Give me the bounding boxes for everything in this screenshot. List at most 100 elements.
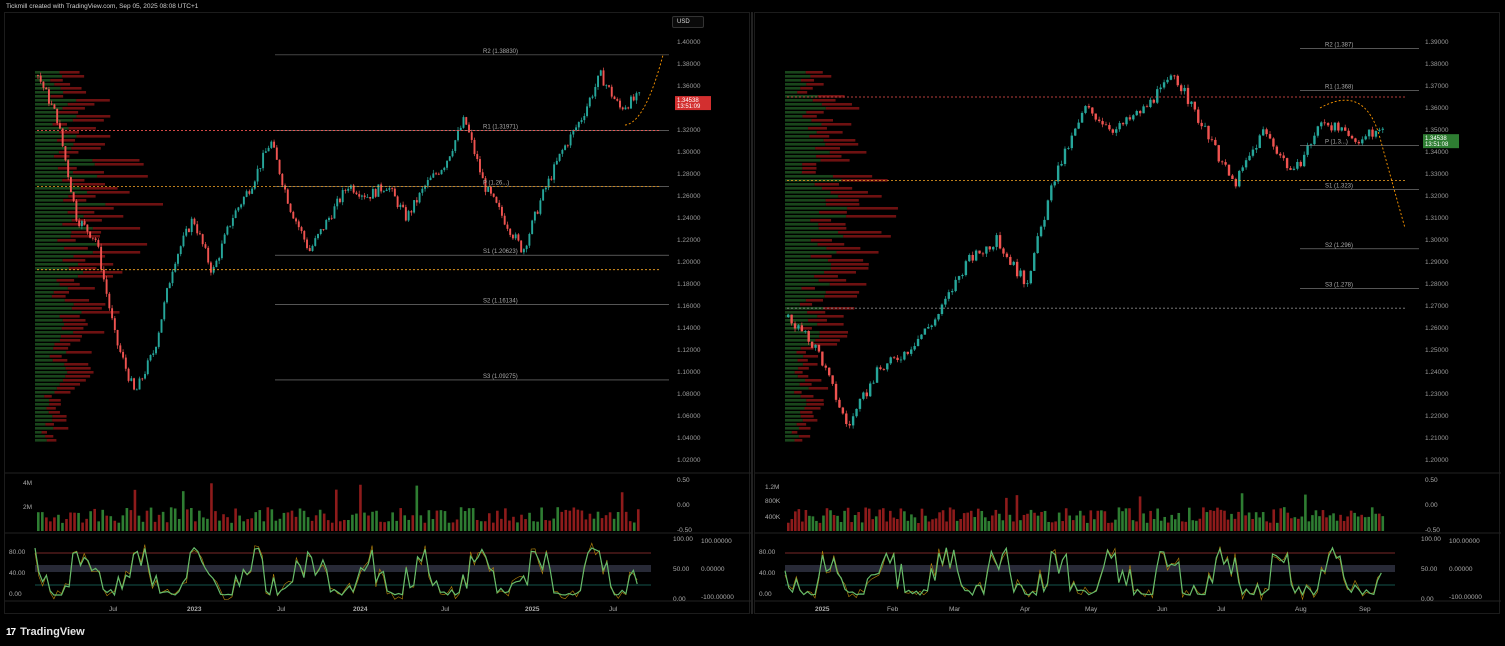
panel-divider[interactable] — [751, 12, 753, 614]
volume-profile-bar-down — [825, 203, 860, 206]
footer-brand[interactable]: 17 TradingView — [6, 624, 85, 640]
volume-bar — [544, 520, 547, 531]
volume-profile-bar-up — [785, 251, 837, 254]
volume-profile-bar-up — [785, 135, 810, 138]
volume-bar — [588, 513, 592, 531]
volume-bar — [479, 521, 483, 531]
pivot-label: S3 (1.09275) — [483, 374, 518, 380]
candle-body — [862, 392, 865, 399]
volume-bar — [516, 522, 519, 531]
candle-body — [992, 246, 995, 250]
volume-profile-bar-down — [59, 71, 80, 74]
volume-bar — [334, 489, 338, 531]
candle-body — [251, 188, 254, 194]
volume-profile-bar-down — [805, 379, 822, 382]
time-axis-label: 2025 — [525, 606, 540, 613]
candle-body — [1374, 130, 1378, 137]
volume-profile-bar-up — [35, 259, 63, 262]
volume-profile-bar-up — [785, 299, 806, 302]
volume-bar — [1121, 511, 1124, 531]
candle-body — [284, 185, 287, 190]
candle-body — [525, 245, 528, 250]
candle-body — [1104, 124, 1108, 126]
candle-body — [303, 231, 306, 240]
candle-body — [185, 228, 188, 236]
countdown: 13:51:09 — [677, 104, 701, 110]
volume-bar — [1064, 508, 1068, 531]
volume-profile-bar-up — [785, 151, 830, 154]
volume-profile-bar-up — [35, 383, 60, 386]
volume-profile-bar-up — [785, 79, 801, 82]
volume-profile-bar-down — [816, 155, 842, 158]
volume-bar — [1135, 521, 1138, 531]
candle-body — [1094, 113, 1097, 120]
volume-bar — [1152, 519, 1156, 531]
candle-body — [841, 407, 845, 414]
candle-body — [374, 188, 377, 197]
price-axis-label: 1.27000 — [1425, 303, 1449, 310]
candle-body — [995, 235, 998, 247]
volume-profile-bar-down — [54, 343, 71, 346]
candle-body — [476, 154, 479, 160]
volume-profile-bar-up — [35, 179, 63, 182]
volume-bar — [1019, 520, 1022, 531]
volume-profile-bar-down — [826, 247, 861, 250]
chart-panel-right[interactable]: 1.39000 1.38000 1.37000 1.36000 1.35000 1.340… — [754, 12, 1501, 615]
volume-profile-bar-up — [785, 403, 807, 406]
candle-body — [1268, 134, 1272, 139]
volume-bar — [1033, 512, 1036, 531]
candle-body — [511, 234, 514, 239]
time-axis-label: 2025 — [815, 606, 830, 613]
candle-body — [1156, 89, 1159, 103]
candle-body — [80, 221, 83, 227]
volume-profile-bar-down — [48, 411, 60, 414]
volume-profile-bar-down — [799, 427, 811, 430]
candle-body — [64, 146, 67, 161]
volume-bar — [1198, 518, 1202, 531]
volume-profile-bar-down — [815, 339, 840, 342]
candle-body — [415, 200, 418, 203]
osc-right-label: 50.00 — [1421, 566, 1438, 573]
currency-button[interactable]: USD — [672, 16, 704, 28]
volume-profile-bar-up — [35, 155, 54, 158]
volume-profile-bar-down — [50, 95, 64, 98]
volume-profile-bar-up — [35, 83, 55, 86]
left-chart-canvas[interactable]: 1.400001.380001.360001.340001.320001.300… — [5, 13, 751, 615]
volume-profile-bar-up — [35, 423, 46, 426]
candle-body — [594, 86, 597, 97]
volume-profile-bar-down — [54, 83, 71, 86]
candle-body — [45, 87, 48, 90]
candle-body — [968, 254, 971, 262]
candle-body — [1176, 75, 1179, 86]
chart-panel-left[interactable]: USD 1.400001.380001.360001.340001.320001… — [4, 12, 751, 615]
volume-bar — [210, 483, 213, 531]
candle-body — [616, 99, 619, 101]
candle-body — [462, 117, 465, 128]
candle-body — [275, 147, 278, 160]
volume-bar — [1290, 518, 1293, 531]
volume-profile-bar-down — [802, 419, 818, 422]
candle-body — [127, 368, 130, 381]
candle-body — [947, 292, 950, 299]
volume-profile-bar-up — [35, 151, 59, 154]
candle-body — [1361, 139, 1364, 144]
candle-body — [613, 96, 616, 100]
volume-bar — [1367, 516, 1371, 531]
right-chart-canvas[interactable]: 1.39000 1.38000 1.37000 1.36000 1.35000 1.340… — [755, 13, 1501, 615]
volume-profile-bar-up — [35, 295, 52, 298]
volume-bar — [1100, 510, 1103, 531]
volume-bar — [439, 510, 443, 531]
volume-bar — [133, 489, 137, 531]
candle-body — [292, 211, 295, 219]
price-axis-label: 1.33000 — [1425, 171, 1449, 178]
volume-profile-bar-down — [53, 427, 69, 430]
candle-body — [69, 177, 72, 193]
price-axis-label: 1.14000 — [677, 325, 701, 332]
candle-body — [564, 145, 567, 150]
volume-profile-bar-up — [35, 243, 97, 246]
volume-profile-bar-up — [785, 343, 814, 346]
volume-profile-bar-down — [806, 399, 824, 402]
candle-body — [1364, 136, 1367, 140]
candle-body — [155, 346, 157, 354]
volume-profile-bar-up — [35, 79, 51, 82]
